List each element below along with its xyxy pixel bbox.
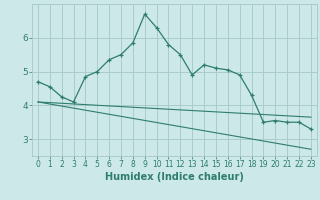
X-axis label: Humidex (Indice chaleur): Humidex (Indice chaleur) (105, 172, 244, 182)
